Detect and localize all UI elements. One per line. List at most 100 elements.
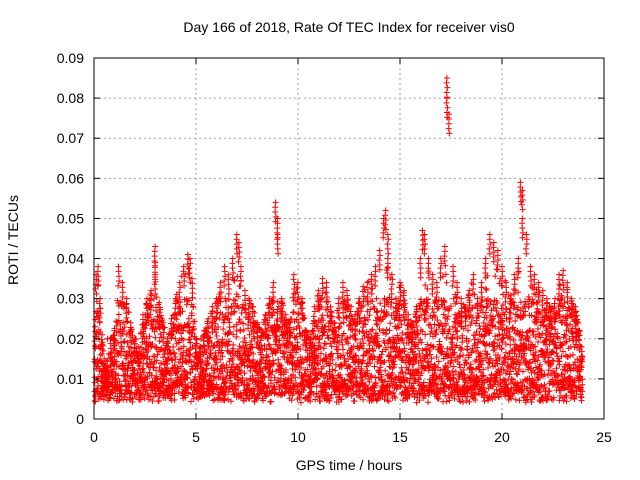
data-point xyxy=(270,360,277,367)
data-point xyxy=(290,276,297,283)
data-point xyxy=(335,310,342,317)
data-point xyxy=(377,252,384,259)
data-point xyxy=(332,367,339,374)
data-point xyxy=(312,365,319,372)
data-point xyxy=(307,398,314,405)
data-point xyxy=(384,260,391,267)
data-point xyxy=(297,399,304,406)
data-point xyxy=(481,398,488,405)
data-point xyxy=(143,319,150,326)
data-point xyxy=(149,398,156,405)
data-point xyxy=(153,367,160,374)
data-point xyxy=(446,130,453,137)
data-point xyxy=(190,325,197,332)
data-point xyxy=(458,345,465,352)
data-point xyxy=(317,371,324,378)
data-point xyxy=(307,331,314,338)
data-point xyxy=(202,371,209,378)
data-point xyxy=(235,382,242,389)
data-point xyxy=(327,351,334,358)
data-point xyxy=(193,336,200,343)
data-point xyxy=(317,344,324,351)
data-point xyxy=(298,382,305,389)
data-point xyxy=(213,333,220,340)
data-point xyxy=(245,358,252,365)
data-point xyxy=(507,310,514,317)
data-point xyxy=(218,347,225,354)
data-point xyxy=(283,343,290,350)
data-point xyxy=(250,385,257,392)
data-point xyxy=(300,387,307,394)
data-point xyxy=(338,376,345,383)
data-point xyxy=(241,370,248,377)
data-point xyxy=(328,350,335,357)
data-point xyxy=(154,313,161,320)
data-point xyxy=(327,340,334,347)
data-point xyxy=(145,348,152,355)
data-point xyxy=(442,362,449,369)
data-point xyxy=(325,326,332,333)
data-point xyxy=(230,353,237,360)
data-point xyxy=(262,357,269,364)
data-point xyxy=(467,322,474,329)
data-point xyxy=(322,323,329,330)
data-point xyxy=(148,383,155,390)
data-point xyxy=(316,336,323,343)
data-point xyxy=(197,394,204,401)
data-point xyxy=(270,309,277,316)
data-point xyxy=(290,297,297,304)
data-point xyxy=(148,372,155,379)
data-point xyxy=(325,334,332,341)
data-point xyxy=(225,304,232,311)
data-point xyxy=(215,323,222,330)
data-point xyxy=(310,379,317,386)
data-point xyxy=(207,350,214,357)
data-point xyxy=(230,361,237,368)
data-point xyxy=(160,325,167,332)
data-point xyxy=(288,330,295,337)
data-point xyxy=(443,334,450,341)
data-point xyxy=(227,398,234,405)
data-point xyxy=(335,332,342,339)
data-point xyxy=(292,374,299,381)
data-point xyxy=(113,318,120,325)
data-point xyxy=(442,320,449,327)
data-point xyxy=(235,370,242,377)
data-point xyxy=(176,303,183,310)
data-point xyxy=(249,392,256,399)
data-point xyxy=(217,370,224,377)
data-point xyxy=(382,207,389,214)
data-point xyxy=(427,351,434,358)
data-point xyxy=(233,333,240,340)
data-point xyxy=(312,396,319,403)
data-point xyxy=(232,297,239,304)
data-point xyxy=(425,399,432,406)
data-point xyxy=(338,396,345,403)
data-point xyxy=(519,206,526,213)
data-point xyxy=(424,341,431,348)
data-point xyxy=(159,383,166,390)
data-point xyxy=(514,371,521,378)
data-point xyxy=(302,395,309,402)
data-point xyxy=(307,373,314,380)
data-point xyxy=(240,320,247,327)
data-point xyxy=(217,356,224,363)
data-point xyxy=(314,360,321,367)
data-point xyxy=(327,371,334,378)
data-point xyxy=(288,353,295,360)
data-point xyxy=(278,365,285,372)
data-point xyxy=(336,314,343,321)
data-point xyxy=(253,395,260,402)
data-point xyxy=(171,362,178,369)
data-point xyxy=(91,397,98,404)
data-point xyxy=(512,396,519,403)
data-point xyxy=(235,293,242,300)
data-point xyxy=(189,330,196,337)
data-point xyxy=(250,350,257,357)
data-point xyxy=(300,359,307,366)
data-point xyxy=(376,257,383,264)
data-point xyxy=(206,372,213,379)
data-point xyxy=(259,377,266,384)
data-point xyxy=(222,295,229,302)
data-point xyxy=(417,274,424,281)
